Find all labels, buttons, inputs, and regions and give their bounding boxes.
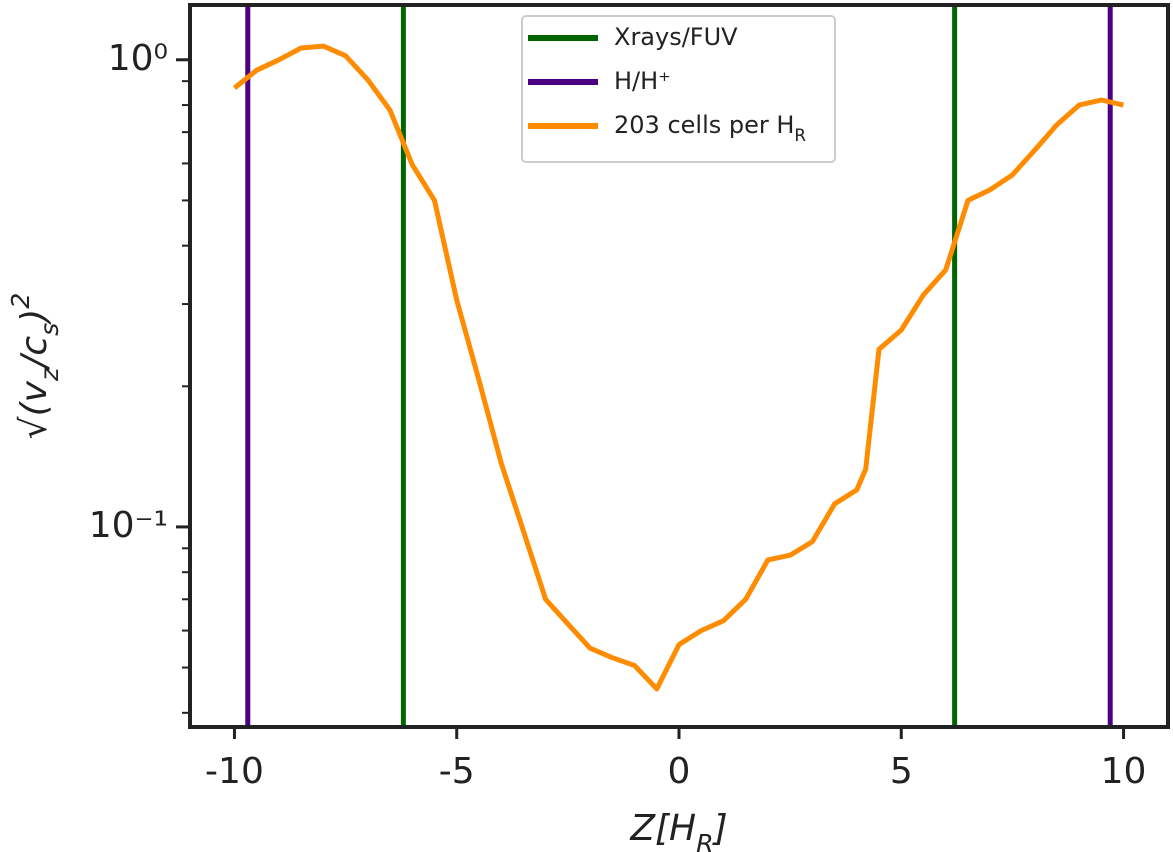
x-tick-label: 5 — [890, 751, 913, 792]
legend-label: H/H⁺ — [614, 67, 671, 95]
x-tick-label: 10 — [1101, 751, 1147, 792]
plot-frame — [188, 3, 1170, 729]
y-axis-label: √(vz/cs)2 — [6, 293, 64, 440]
x-tick-label: -5 — [439, 751, 475, 792]
y-tick-label: 10⁰ — [108, 38, 168, 79]
legend-label: 203 cells per HR — [614, 111, 806, 145]
legend-box — [521, 15, 836, 163]
line-series — [232, 43, 1125, 692]
y-tick-label: 10⁻¹ — [89, 505, 168, 546]
x-tick-label: -10 — [205, 751, 264, 792]
x-axis-label: Z[HR] — [629, 808, 727, 852]
x-tick-label: 0 — [668, 751, 691, 792]
legend-label: Xrays/FUV — [614, 23, 738, 51]
